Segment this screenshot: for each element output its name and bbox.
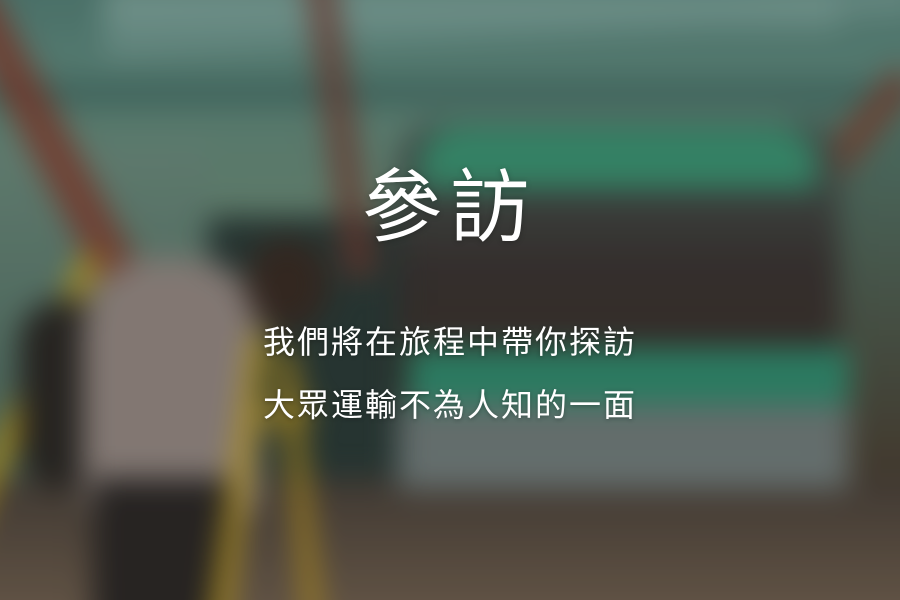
train-top-stripe [418, 126, 818, 190]
train-lower [397, 404, 849, 489]
hero-subtitle-line: 大眾運輸不為人知的一面 [262, 386, 637, 424]
roof-beam [0, 79, 900, 107]
person-legs [93, 478, 230, 600]
train-stripe [408, 347, 849, 405]
hero-subtitle-line: 我們將在旅程中帶你探訪 [262, 323, 637, 361]
hero-title: 參訪 [362, 161, 538, 254]
person-head [245, 236, 330, 332]
